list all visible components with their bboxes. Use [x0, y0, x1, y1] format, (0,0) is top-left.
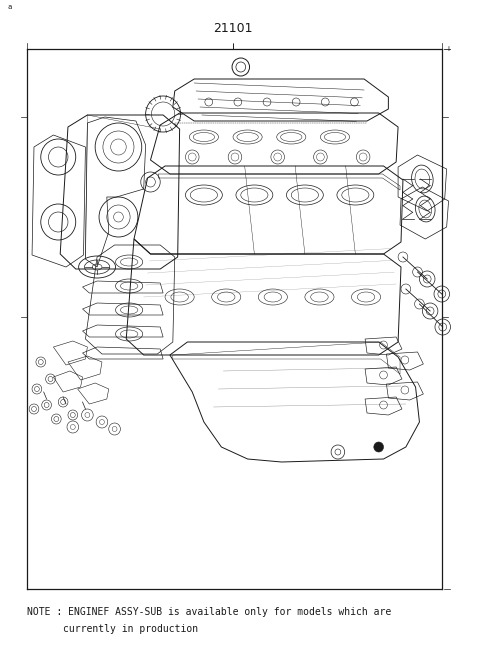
- Text: 21101: 21101: [213, 22, 253, 35]
- Text: currently in production: currently in production: [63, 624, 198, 634]
- Text: a: a: [8, 4, 12, 10]
- Text: i: i: [448, 46, 450, 52]
- Circle shape: [374, 442, 384, 452]
- Text: NOTE : ENGINEF ASSY-SUB is available only for models which are: NOTE : ENGINEF ASSY-SUB is available onl…: [27, 607, 391, 617]
